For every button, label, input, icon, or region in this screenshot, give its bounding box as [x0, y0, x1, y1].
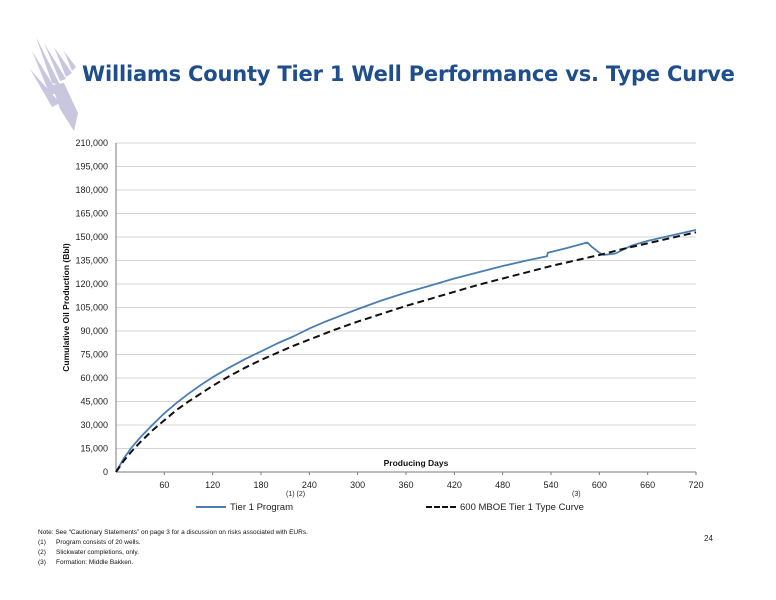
footnotes: Note: See “Cautionary Statements” on pag…: [38, 528, 308, 568]
x-tick-label: 420: [447, 480, 462, 490]
y-tick-label: 165,000: [75, 209, 108, 219]
x-tick-label: 180: [253, 480, 268, 490]
x-tick-label: 600: [592, 480, 607, 490]
x-tick-label: 120: [205, 480, 220, 490]
y-tick-label: 180,000: [75, 185, 108, 195]
note-item: (3) Formation: Middle Bakken.: [38, 559, 134, 566]
hawk-logo-icon: [30, 37, 78, 131]
x-axis-label: Producing Days: [384, 458, 449, 468]
y-tick-label: 210,000: [75, 138, 108, 148]
y-tick-label: 45,000: [80, 397, 108, 407]
y-tick-label: 0: [103, 467, 108, 477]
y-tick-label: 75,000: [80, 350, 108, 360]
y-tick-label: 30,000: [80, 420, 108, 430]
note-main: Note: See “Cautionary Statements” on pag…: [38, 529, 308, 536]
series-line-type-curve: [115, 231, 697, 473]
x-tick-label: 480: [495, 480, 510, 490]
legend-label-tier1: Tier 1 Program: [230, 502, 293, 513]
y-tick-label: 60,000: [80, 373, 108, 383]
page-title: Williams County Tier 1 Well Performance …: [82, 62, 735, 86]
x-tick-label: 60: [159, 480, 169, 490]
y-tick-label: 15,000: [80, 444, 108, 454]
x-tick-label: 360: [398, 480, 413, 490]
x-tick-label: 300: [350, 480, 365, 490]
x-tick-label: 240: [302, 480, 317, 490]
series-line-tier1: [115, 229, 697, 473]
x-tick-label: 720: [688, 480, 703, 490]
y-axis-label: Cumulative Oil Production (Bbl): [61, 243, 71, 372]
y-tick-label: 195,000: [75, 162, 108, 172]
y-tick-label: 105,000: [75, 303, 108, 313]
legend-item-tier1: Tier 1 Program: [196, 502, 293, 513]
page-number: 24: [704, 534, 713, 543]
y-tick-label: 120,000: [75, 279, 108, 289]
y-tick-label: 135,000: [75, 256, 108, 266]
legend-superscript-type-curve: (3): [572, 491, 581, 498]
note-item: (2) Slickwater completions, only.: [38, 549, 139, 556]
x-tick-label: 660: [640, 480, 655, 490]
x-tick-label: 540: [543, 480, 558, 490]
legend-label-type-curve: 600 MBOE Tier 1 Type Curve: [460, 502, 584, 513]
y-tick-label: 150,000: [75, 232, 108, 242]
y-tick-label: 90,000: [80, 326, 108, 336]
legend-swatch-solid: [196, 506, 226, 509]
legend-item-type-curve: 600 MBOE Tier 1 Type Curve: [426, 502, 584, 513]
legend-swatch-dashed: [426, 506, 456, 509]
legend-superscript-tier1: (1) (2): [286, 491, 306, 498]
note-item: (1) Program consists of 20 wells.: [38, 539, 141, 546]
